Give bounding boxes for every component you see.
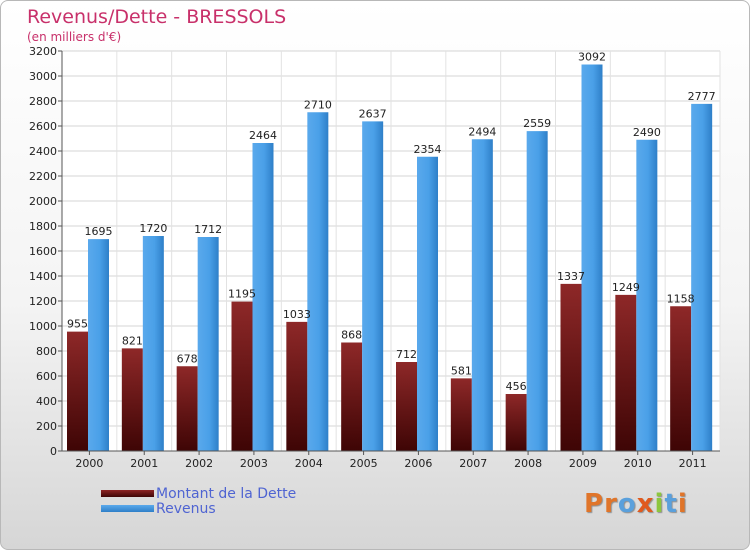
bar-debt <box>450 378 472 451</box>
bar-revenus <box>307 112 329 451</box>
x-tick-label: 2000 <box>75 457 103 470</box>
x-tick-label: 2009 <box>569 457 597 470</box>
y-tick-label: 400 <box>36 395 57 408</box>
bar-debt <box>615 294 637 451</box>
x-tick-label: 2001 <box>130 457 158 470</box>
bars <box>67 64 713 451</box>
bar-debt <box>286 321 308 451</box>
logo-letter: P <box>584 489 605 519</box>
bar-debt <box>670 306 692 451</box>
bar-debt <box>505 394 527 451</box>
y-tick-label: 800 <box>36 345 57 358</box>
x-tick-label: 2008 <box>514 457 542 470</box>
value-label-debt: 868 <box>341 329 362 342</box>
y-tick-label: 1200 <box>29 295 57 308</box>
y-tick-label: 3000 <box>29 70 57 83</box>
bar-revenus <box>197 237 219 451</box>
value-label-revenus: 2710 <box>304 98 332 111</box>
bar-debt <box>121 348 143 451</box>
value-label-debt: 1033 <box>283 308 311 321</box>
x-tick-label: 2007 <box>459 457 487 470</box>
value-label-revenus: 1720 <box>139 222 167 235</box>
x-tick-label: 2006 <box>404 457 432 470</box>
x-tick-label: 2002 <box>185 457 213 470</box>
value-labels: 955 1695 821 1720 678 1712 1195 2464 1033 2710 868… <box>67 51 716 394</box>
value-label-debt: 581 <box>451 364 472 377</box>
x-tick-label: 2003 <box>240 457 268 470</box>
value-label-debt: 821 <box>122 334 143 347</box>
value-label-revenus: 1712 <box>194 223 222 236</box>
value-label-revenus: 2354 <box>414 143 442 156</box>
value-label-revenus: 2494 <box>468 125 496 138</box>
legend-label-revenus: Revenus <box>156 501 216 517</box>
y-tick-label: 1600 <box>29 245 57 258</box>
value-label-debt: 678 <box>177 352 198 365</box>
value-label-debt: 1337 <box>557 270 585 283</box>
chart-subtitle: (en milliers d'€) <box>27 30 122 44</box>
value-label-debt: 1158 <box>667 292 695 305</box>
bar-revenus <box>417 156 438 451</box>
bar-revenus <box>636 139 658 451</box>
y-tick-label: 0 <box>50 445 57 458</box>
bar-revenus <box>526 131 548 451</box>
bar-debt <box>341 342 363 451</box>
logo-letter: i <box>677 489 688 519</box>
y-tick-label: 2200 <box>29 170 57 183</box>
logo-letter: i <box>654 489 665 519</box>
bar-revenus <box>471 139 493 451</box>
proxiti-logo: Proxiti <box>584 489 688 519</box>
bar-revenus <box>252 143 274 451</box>
y-tick-label: 2800 <box>29 95 57 108</box>
axes: 0 200 400 600 800 1000 1200 1400 1600 1800 2000 220… <box>29 45 720 470</box>
logo-letter: t <box>664 489 678 519</box>
grid-lines <box>61 50 721 452</box>
value-label-debt: 1195 <box>228 288 256 301</box>
y-tick-label: 1000 <box>29 320 57 333</box>
logo-letter: r <box>604 489 618 519</box>
legend-swatch-debt <box>101 490 154 497</box>
bar-debt <box>396 362 417 451</box>
logo-letter: o <box>617 489 637 519</box>
y-tick-label: 2600 <box>29 120 57 133</box>
value-label-debt: 1249 <box>612 281 640 294</box>
logo-letter: x <box>636 489 655 519</box>
x-tick-label: 2005 <box>350 457 378 470</box>
bar-debt <box>176 366 198 451</box>
y-tick-label: 2000 <box>29 195 57 208</box>
x-tick-label: 2010 <box>624 457 652 470</box>
bar-debt <box>231 301 253 451</box>
y-tick-label: 600 <box>36 370 57 383</box>
y-tick-label: 1800 <box>29 220 57 233</box>
legend-swatch-revenus <box>101 505 154 512</box>
bar-revenus <box>581 64 603 451</box>
value-label-revenus: 2777 <box>688 90 716 103</box>
y-tick-label: 2400 <box>29 145 57 158</box>
legend-label-debt: Montant de la Dette <box>156 486 297 502</box>
bar-debt <box>560 283 582 451</box>
value-label-revenus: 2490 <box>633 126 661 139</box>
y-tick-label: 3200 <box>29 45 57 58</box>
value-label-revenus: 2637 <box>359 107 387 120</box>
value-label-debt: 456 <box>506 380 527 393</box>
value-label-revenus: 2464 <box>249 129 277 142</box>
x-tick-label: 2011 <box>679 457 707 470</box>
bar-revenus <box>88 239 109 451</box>
value-label-revenus: 1695 <box>85 225 113 238</box>
value-label-revenus: 3092 <box>578 51 606 64</box>
value-label-debt: 955 <box>67 318 88 331</box>
value-label-revenus: 2559 <box>523 117 551 130</box>
bar-revenus <box>691 103 713 451</box>
x-tick-label: 2004 <box>295 457 323 470</box>
value-label-debt: 712 <box>396 348 417 361</box>
bar-debt <box>67 331 88 451</box>
chart-title: Revenus/Dette - BRESSOLS <box>27 6 287 28</box>
bar-revenus <box>142 236 164 451</box>
y-tick-label: 1400 <box>29 270 57 283</box>
bar-revenus <box>362 121 384 451</box>
y-tick-label: 200 <box>36 420 57 433</box>
